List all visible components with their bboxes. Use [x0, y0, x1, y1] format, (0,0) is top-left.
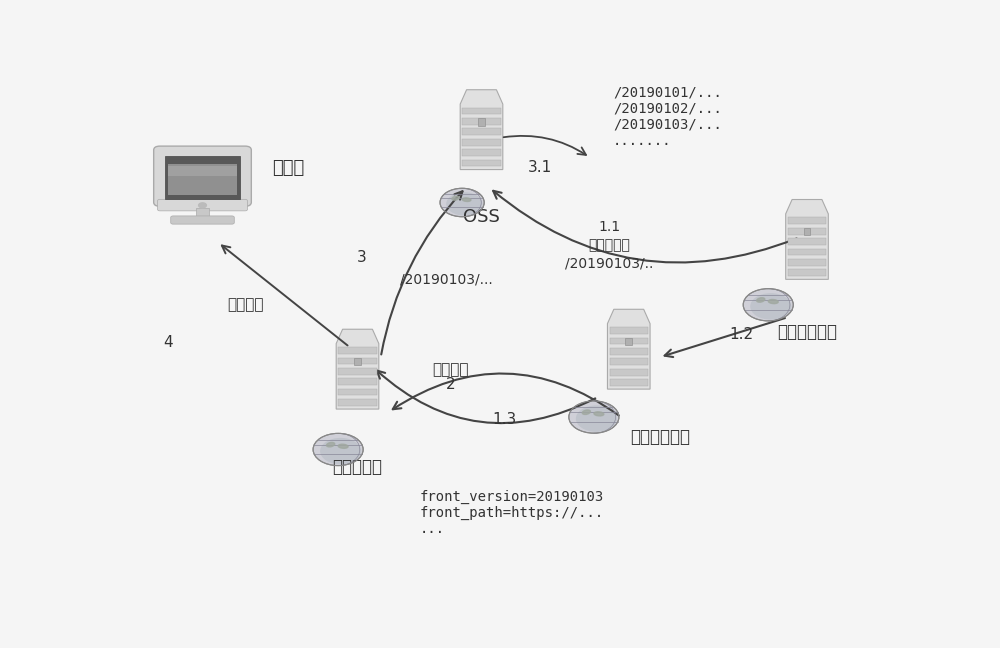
- FancyBboxPatch shape: [462, 118, 501, 125]
- FancyBboxPatch shape: [462, 139, 501, 146]
- Text: 解析版本: 解析版本: [432, 362, 469, 377]
- Text: OSS: OSS: [463, 209, 500, 226]
- FancyBboxPatch shape: [338, 347, 377, 354]
- Polygon shape: [336, 329, 379, 409]
- Text: 版本管理系统: 版本管理系统: [630, 428, 690, 446]
- FancyBboxPatch shape: [168, 166, 237, 176]
- Ellipse shape: [582, 410, 590, 415]
- FancyBboxPatch shape: [462, 128, 501, 135]
- FancyBboxPatch shape: [354, 358, 361, 365]
- FancyBboxPatch shape: [788, 228, 826, 235]
- FancyBboxPatch shape: [462, 108, 501, 115]
- FancyBboxPatch shape: [610, 369, 648, 376]
- FancyBboxPatch shape: [462, 149, 501, 156]
- FancyBboxPatch shape: [338, 368, 377, 375]
- Circle shape: [320, 438, 361, 465]
- Ellipse shape: [452, 196, 459, 200]
- Text: 获取资源: 获取资源: [227, 297, 263, 312]
- FancyBboxPatch shape: [158, 200, 247, 211]
- Text: 1.1
发布资源：
/20190103/..: 1.1 发布资源： /20190103/..: [565, 220, 654, 270]
- Polygon shape: [460, 89, 503, 170]
- Ellipse shape: [462, 198, 471, 202]
- FancyBboxPatch shape: [171, 216, 234, 224]
- FancyBboxPatch shape: [788, 218, 826, 224]
- FancyBboxPatch shape: [610, 338, 648, 344]
- Text: 4: 4: [163, 335, 172, 350]
- Ellipse shape: [327, 443, 335, 447]
- Circle shape: [743, 288, 793, 321]
- Circle shape: [576, 406, 617, 432]
- FancyBboxPatch shape: [338, 358, 377, 364]
- Text: /20190103/...: /20190103/...: [400, 273, 493, 287]
- FancyBboxPatch shape: [478, 119, 485, 126]
- Text: 前端发布平台: 前端发布平台: [777, 323, 837, 341]
- FancyBboxPatch shape: [338, 399, 377, 406]
- FancyBboxPatch shape: [610, 348, 648, 355]
- Text: front_version=20190103
front_path=https://...
...: front_version=20190103 front_path=https:…: [420, 489, 604, 536]
- Ellipse shape: [768, 299, 778, 304]
- Ellipse shape: [757, 297, 765, 302]
- Ellipse shape: [338, 444, 348, 448]
- FancyBboxPatch shape: [788, 249, 826, 255]
- FancyBboxPatch shape: [610, 379, 648, 386]
- FancyBboxPatch shape: [168, 165, 237, 195]
- FancyBboxPatch shape: [165, 156, 240, 200]
- Polygon shape: [786, 200, 828, 279]
- FancyBboxPatch shape: [462, 159, 501, 167]
- FancyBboxPatch shape: [788, 238, 826, 245]
- FancyBboxPatch shape: [610, 358, 648, 365]
- Text: /20190101/...
/20190102/...
/20190103/...
.......: /20190101/... /20190102/... /20190103/..…: [613, 86, 722, 148]
- Circle shape: [199, 203, 206, 208]
- FancyBboxPatch shape: [788, 270, 826, 276]
- Text: 1.2: 1.2: [729, 327, 753, 342]
- Circle shape: [569, 401, 619, 433]
- Ellipse shape: [594, 411, 604, 416]
- Text: 2: 2: [446, 377, 455, 392]
- FancyBboxPatch shape: [338, 378, 377, 385]
- Text: 3.1: 3.1: [528, 160, 552, 175]
- Circle shape: [750, 293, 791, 319]
- Circle shape: [313, 434, 363, 466]
- FancyBboxPatch shape: [625, 338, 632, 345]
- Text: 3: 3: [356, 250, 366, 265]
- Circle shape: [440, 189, 484, 216]
- FancyBboxPatch shape: [196, 209, 209, 219]
- FancyBboxPatch shape: [788, 259, 826, 266]
- Text: 后端服务器: 后端服务器: [332, 458, 382, 476]
- FancyBboxPatch shape: [154, 146, 251, 206]
- FancyBboxPatch shape: [338, 389, 377, 395]
- Text: 1.3: 1.3: [493, 412, 517, 427]
- Text: 浏览器: 浏览器: [272, 159, 304, 176]
- Circle shape: [446, 192, 482, 216]
- FancyBboxPatch shape: [610, 327, 648, 334]
- FancyBboxPatch shape: [804, 228, 810, 235]
- Polygon shape: [607, 309, 650, 389]
